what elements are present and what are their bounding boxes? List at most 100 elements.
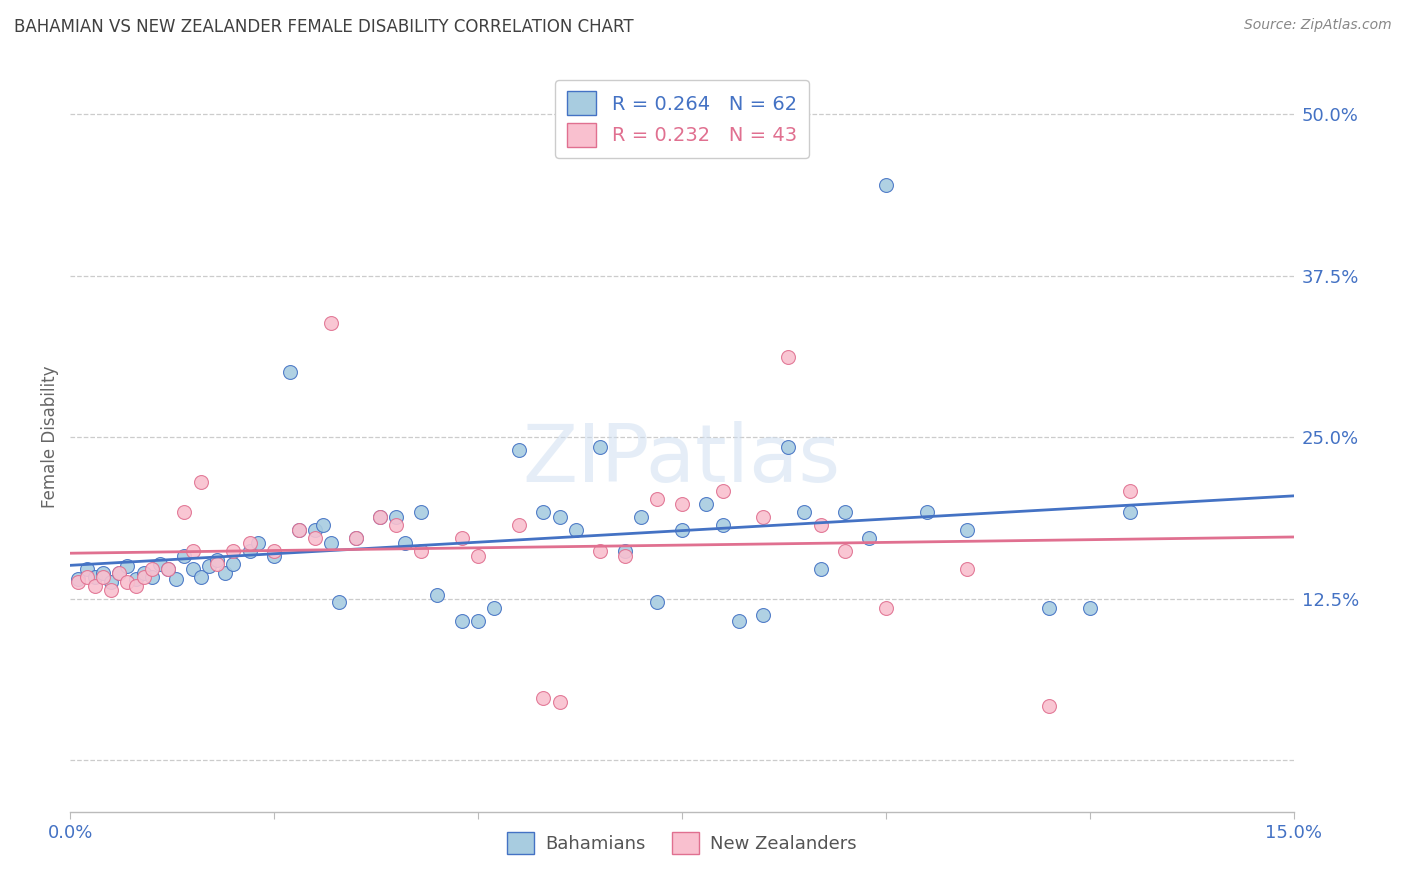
Point xyxy=(344,531,367,545)
Point xyxy=(630,510,652,524)
Point xyxy=(287,523,309,537)
Point xyxy=(450,614,472,628)
Point xyxy=(613,543,636,558)
Point xyxy=(222,557,245,571)
Point xyxy=(776,350,799,364)
Point xyxy=(190,475,212,490)
Point xyxy=(304,523,326,537)
Point xyxy=(409,543,432,558)
Point xyxy=(91,566,114,580)
Point xyxy=(450,531,472,545)
Point xyxy=(157,562,180,576)
Point xyxy=(67,574,90,589)
Point xyxy=(321,536,343,550)
Point xyxy=(589,543,612,558)
Point xyxy=(198,559,221,574)
Legend: Bahamians, New Zealanders: Bahamians, New Zealanders xyxy=(498,822,866,863)
Point xyxy=(956,562,979,576)
Point xyxy=(956,523,979,537)
Point xyxy=(875,600,897,615)
Point xyxy=(1078,600,1101,615)
Point xyxy=(810,562,832,576)
Point xyxy=(100,582,122,597)
Point xyxy=(117,559,139,574)
Point xyxy=(222,543,245,558)
Point xyxy=(132,569,155,583)
Point xyxy=(263,543,285,558)
Point xyxy=(834,543,856,558)
Point xyxy=(328,595,350,609)
Point xyxy=(647,492,669,507)
Point xyxy=(647,595,669,609)
Point xyxy=(613,549,636,563)
Point xyxy=(426,588,449,602)
Y-axis label: Female Disability: Female Disability xyxy=(41,366,59,508)
Point xyxy=(409,505,432,519)
Point xyxy=(239,543,262,558)
Point xyxy=(834,505,856,519)
Point xyxy=(91,569,114,583)
Point xyxy=(304,531,326,545)
Point xyxy=(83,579,105,593)
Point xyxy=(239,536,262,550)
Point xyxy=(776,441,799,455)
Point xyxy=(508,517,530,532)
Point xyxy=(344,531,367,545)
Point xyxy=(728,614,751,628)
Point xyxy=(793,505,815,519)
Point xyxy=(67,572,90,586)
Point xyxy=(83,569,105,583)
Point xyxy=(1038,698,1060,713)
Point xyxy=(368,510,391,524)
Point xyxy=(141,569,163,583)
Point xyxy=(484,600,506,615)
Point xyxy=(1119,505,1142,519)
Point xyxy=(385,517,408,532)
Point xyxy=(108,566,131,580)
Point xyxy=(858,531,880,545)
Point xyxy=(124,579,146,593)
Point xyxy=(205,553,228,567)
Point xyxy=(312,517,335,532)
Point xyxy=(467,549,489,563)
Point xyxy=(368,510,391,524)
Text: BAHAMIAN VS NEW ZEALANDER FEMALE DISABILITY CORRELATION CHART: BAHAMIAN VS NEW ZEALANDER FEMALE DISABIL… xyxy=(14,18,634,36)
Point xyxy=(915,505,938,519)
Point xyxy=(190,569,212,583)
Point xyxy=(280,366,302,380)
Point xyxy=(565,523,588,537)
Point xyxy=(124,572,146,586)
Point xyxy=(173,549,195,563)
Text: ZIPatlas: ZIPatlas xyxy=(523,420,841,499)
Point xyxy=(100,574,122,589)
Point xyxy=(695,497,717,511)
Point xyxy=(141,562,163,576)
Point xyxy=(394,536,416,550)
Point xyxy=(548,510,571,524)
Point xyxy=(181,543,204,558)
Point xyxy=(165,572,187,586)
Point xyxy=(385,510,408,524)
Point xyxy=(548,695,571,709)
Point xyxy=(711,484,734,499)
Point xyxy=(181,562,204,576)
Point xyxy=(108,566,131,580)
Point xyxy=(810,517,832,532)
Point xyxy=(321,317,343,331)
Point xyxy=(132,566,155,580)
Point xyxy=(752,608,775,623)
Point xyxy=(671,523,693,537)
Point xyxy=(157,562,180,576)
Point xyxy=(1038,600,1060,615)
Point xyxy=(263,549,285,563)
Point xyxy=(589,441,612,455)
Point xyxy=(76,569,98,583)
Point xyxy=(1119,484,1142,499)
Point xyxy=(246,536,269,550)
Point xyxy=(205,557,228,571)
Point xyxy=(149,557,172,571)
Point xyxy=(508,442,530,457)
Point xyxy=(711,517,734,532)
Point xyxy=(173,505,195,519)
Point xyxy=(752,510,775,524)
